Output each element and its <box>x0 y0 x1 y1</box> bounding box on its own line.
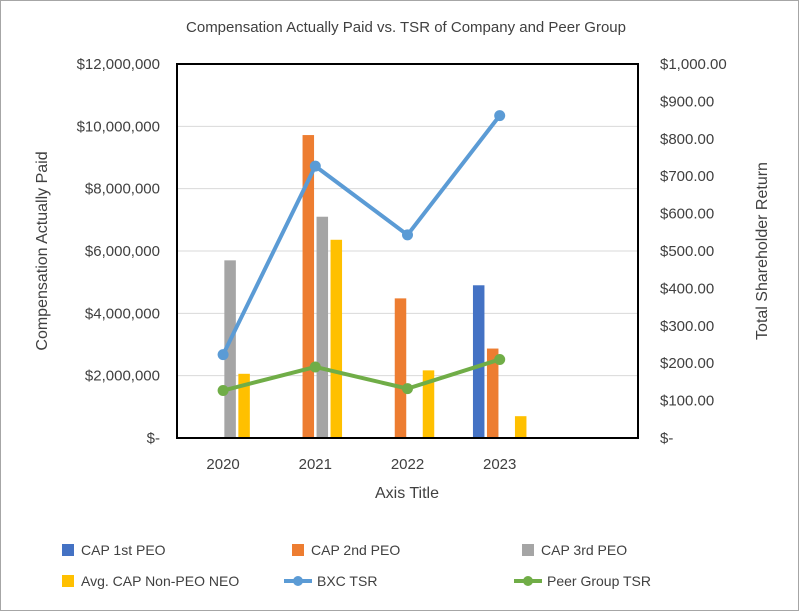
y-tick-label: $- <box>147 430 160 447</box>
bars <box>224 135 527 438</box>
line-point <box>217 385 229 397</box>
y2-tick-label: $100.00 <box>660 393 714 410</box>
legend-swatch <box>292 544 304 556</box>
line-point <box>309 361 321 373</box>
legend: CAP 1st PEO CAP 2nd PEO CAP 3rd PEO Avg. CA… <box>62 542 651 589</box>
bar <box>472 285 485 438</box>
y2-tick-label: $200.00 <box>660 355 714 372</box>
y2-tick-label: $800.00 <box>660 131 714 148</box>
y-tick-label: $12,000,000 <box>77 56 160 73</box>
y-tick-label: $10,000,000 <box>77 118 160 135</box>
plot-area <box>176 63 639 439</box>
bar <box>422 370 435 438</box>
bar <box>224 260 236 438</box>
bar <box>302 135 315 438</box>
bar <box>238 373 250 438</box>
y2-tick-label: $1,000.00 <box>660 56 727 73</box>
legend-swatch <box>62 544 74 556</box>
series-line <box>221 113 502 357</box>
x-tick-label: 2022 <box>391 456 424 473</box>
x-tick-label: 2021 <box>299 456 332 473</box>
y2-tick-label: $400.00 <box>660 280 714 297</box>
y-tick-label: $6,000,000 <box>85 243 160 260</box>
right-axis-ticks: $- $100.00 $200.00 $300.00 $400.00 $500.00 $60… <box>660 56 727 447</box>
y-tick-label: $2,000,000 <box>85 368 160 385</box>
legend-label: Avg. CAP Non-PEO NEO <box>81 573 239 589</box>
x-axis-title: Axis Title <box>375 485 439 502</box>
legend-marker <box>293 576 303 586</box>
y2-tick-label: $- <box>660 430 673 447</box>
bar <box>394 298 407 438</box>
legend-label: CAP 3rd PEO <box>541 542 627 558</box>
legend-label: CAP 1st PEO <box>81 542 166 558</box>
line-point <box>494 110 506 122</box>
y2-axis-title: Total Shareholder Return <box>754 162 771 340</box>
gridlines <box>177 125 638 377</box>
legend-label: Peer Group TSR <box>547 573 651 589</box>
legend-swatch <box>62 575 74 587</box>
y2-tick-label: $600.00 <box>660 206 714 223</box>
legend-label: CAP 2nd PEO <box>311 542 400 558</box>
line-point <box>494 353 506 365</box>
line-point <box>402 383 413 395</box>
line-series <box>217 110 506 397</box>
y2-tick-label: $300.00 <box>660 318 714 335</box>
y2-tick-label: $900.00 <box>660 93 714 110</box>
bar <box>316 216 329 438</box>
y-axis-title: Compensation Actually Paid <box>34 151 51 350</box>
bar <box>514 416 527 438</box>
x-tick-label: 2020 <box>206 456 239 473</box>
series-line <box>221 357 502 393</box>
left-axis-ticks: $- $2,000,000 $4,000,000 $6,000,000 $8,000,0… <box>77 56 160 447</box>
bar <box>330 239 343 438</box>
y2-tick-label: $700.00 <box>660 168 714 185</box>
x-tick-label: 2023 <box>483 456 516 473</box>
line-point <box>402 229 413 241</box>
y2-tick-label: $500.00 <box>660 243 714 260</box>
legend-swatch <box>522 544 534 556</box>
line-point <box>309 160 321 172</box>
legend-marker <box>523 576 533 586</box>
chart-title: Compensation Actually Paid vs. TSR of Co… <box>186 19 626 36</box>
legend-label: BXC TSR <box>317 573 377 589</box>
x-axis-ticks: 2020 2021 2022 2023 <box>206 456 516 473</box>
y-tick-label: $4,000,000 <box>85 305 160 322</box>
y-tick-label: $8,000,000 <box>85 181 160 198</box>
bar <box>486 348 499 438</box>
line-point <box>217 349 229 361</box>
